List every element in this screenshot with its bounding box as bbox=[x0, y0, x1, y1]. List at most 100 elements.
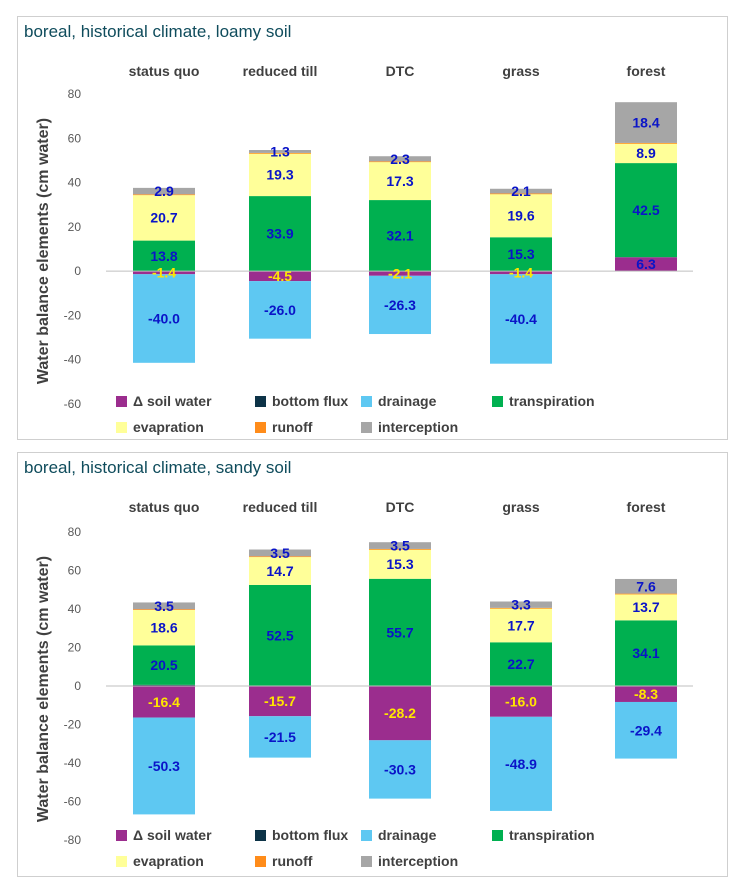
bar-segment-transpiration bbox=[369, 578, 431, 686]
data-label: 3.5 bbox=[390, 538, 410, 554]
bar-segment-runoff bbox=[249, 556, 311, 558]
data-label: 42.5 bbox=[632, 202, 659, 218]
bar-segment-transpiration bbox=[369, 200, 431, 272]
data-label: 20.5 bbox=[150, 657, 177, 673]
legend-swatch-interception bbox=[361, 856, 372, 867]
y-tick-label: -60 bbox=[64, 795, 82, 809]
legend-swatch-transpiration bbox=[492, 396, 503, 407]
bar-segment-runoff bbox=[615, 142, 677, 144]
y-tick-label: -20 bbox=[64, 308, 82, 322]
bar-segment-drainage bbox=[369, 740, 431, 799]
legend-label: bottom flux bbox=[272, 827, 348, 843]
y-tick-label: 20 bbox=[68, 220, 82, 234]
data-label: 8.9 bbox=[636, 145, 656, 161]
data-label: 22.7 bbox=[507, 656, 534, 672]
y-tick-label: 0 bbox=[74, 679, 81, 693]
bar-segment-runoff bbox=[133, 194, 195, 196]
legend-label: runoff bbox=[272, 853, 313, 869]
category-label: forest bbox=[627, 63, 666, 79]
category-label: reduced till bbox=[243, 63, 318, 79]
y-tick-label: -80 bbox=[64, 833, 82, 847]
data-label: 3.5 bbox=[154, 598, 174, 614]
bar-segment-drainage bbox=[490, 274, 552, 364]
data-label: -26.0 bbox=[264, 302, 296, 318]
y-tick-label: 60 bbox=[68, 564, 82, 578]
bar-segment-evapration bbox=[249, 153, 311, 197]
bar-segment-drainage bbox=[133, 717, 195, 815]
bar-segment-evapration bbox=[490, 193, 552, 238]
legend-label: runoff bbox=[272, 419, 313, 435]
bar-segment-runoff bbox=[490, 193, 552, 195]
data-label: 7.6 bbox=[636, 578, 656, 594]
legend-swatch-runoff bbox=[255, 422, 266, 433]
data-label: -4.5 bbox=[268, 268, 292, 284]
data-label: -28.2 bbox=[384, 705, 416, 721]
legend-label: transpiration bbox=[509, 827, 595, 843]
data-label: 17.7 bbox=[507, 617, 534, 633]
bar-segment-transpiration bbox=[249, 196, 311, 272]
y-tick-label: 40 bbox=[68, 602, 82, 616]
bar-segment-soil_water bbox=[615, 257, 677, 272]
data-label: 3.3 bbox=[511, 597, 531, 613]
bar-chart-loamy: -60 -40 -20 0 20 40 60 80 status quo reduced till… bbox=[64, 63, 693, 435]
legend-label: Δ soil water bbox=[133, 827, 212, 843]
bar-segment-drainage bbox=[249, 281, 311, 339]
data-label: 52.5 bbox=[266, 627, 293, 643]
data-label: 14.7 bbox=[266, 563, 293, 579]
legend-label: interception bbox=[378, 419, 458, 435]
bar-segment-transpiration bbox=[615, 163, 677, 258]
bar-segment-evapration bbox=[369, 549, 431, 579]
bar-segment-bottom_flux bbox=[133, 684, 195, 686]
y-tick-label: 80 bbox=[68, 525, 82, 539]
bar-segment-runoff bbox=[249, 152, 311, 154]
legend-label: interception bbox=[378, 853, 458, 869]
data-label: -15.7 bbox=[264, 693, 296, 709]
data-label: -16.4 bbox=[148, 694, 180, 710]
bar-segment-drainage bbox=[490, 716, 552, 811]
data-label: 2.9 bbox=[154, 183, 174, 199]
data-label: -40.4 bbox=[505, 311, 537, 327]
bar-segment-transpiration bbox=[490, 237, 552, 272]
data-label: 13.7 bbox=[632, 599, 659, 615]
bar-segment-evapration bbox=[249, 556, 311, 585]
data-label: 19.3 bbox=[266, 167, 293, 183]
bar-segment-runoff bbox=[615, 593, 677, 595]
data-label: 2.1 bbox=[511, 183, 531, 199]
data-label: 34.1 bbox=[632, 645, 659, 661]
legend-swatch-transpiration bbox=[492, 830, 503, 841]
bar-segment-runoff bbox=[369, 161, 431, 163]
bar-segment-evapration bbox=[369, 161, 431, 201]
bar-segment-drainage bbox=[249, 716, 311, 758]
legend-swatch-bottom_flux bbox=[255, 396, 266, 407]
y-tick-label: 80 bbox=[68, 87, 82, 101]
bar-segment-transpiration bbox=[133, 645, 195, 685]
data-label: 20.7 bbox=[150, 210, 177, 226]
legend-swatch-soil_water bbox=[116, 830, 127, 841]
bar-segment-drainage bbox=[615, 701, 677, 759]
bar-segment-transpiration bbox=[615, 620, 677, 686]
bar-segment-evapration bbox=[490, 608, 552, 643]
bar-segment-interception bbox=[133, 187, 195, 195]
bar-segment-drainage bbox=[369, 275, 431, 335]
bar-segment-interception bbox=[369, 156, 431, 162]
legend-label: Δ soil water bbox=[133, 393, 212, 409]
data-label: 2.3 bbox=[390, 151, 410, 167]
data-label: 6.3 bbox=[636, 256, 656, 272]
category-label: forest bbox=[627, 499, 666, 515]
legend-label: evapration bbox=[133, 853, 204, 869]
data-label: -29.4 bbox=[630, 722, 662, 738]
category-label: reduced till bbox=[243, 499, 318, 515]
y-tick-label: -60 bbox=[64, 397, 82, 411]
y-tick-label: 20 bbox=[68, 641, 82, 655]
chart-title: boreal, historical climate, loamy soil bbox=[24, 22, 292, 41]
bar-segment-transpiration bbox=[249, 584, 311, 686]
bar-segment-soil_water bbox=[490, 271, 552, 275]
data-label: 3.5 bbox=[270, 545, 290, 561]
data-label: 18.6 bbox=[150, 619, 177, 635]
data-label: -30.3 bbox=[384, 761, 416, 777]
legend-label: drainage bbox=[378, 827, 437, 843]
data-label: 32.1 bbox=[386, 228, 413, 244]
bar-segment-soil_water bbox=[615, 686, 677, 702]
data-label: -16.0 bbox=[505, 693, 537, 709]
bar-segment-evapration bbox=[133, 609, 195, 646]
